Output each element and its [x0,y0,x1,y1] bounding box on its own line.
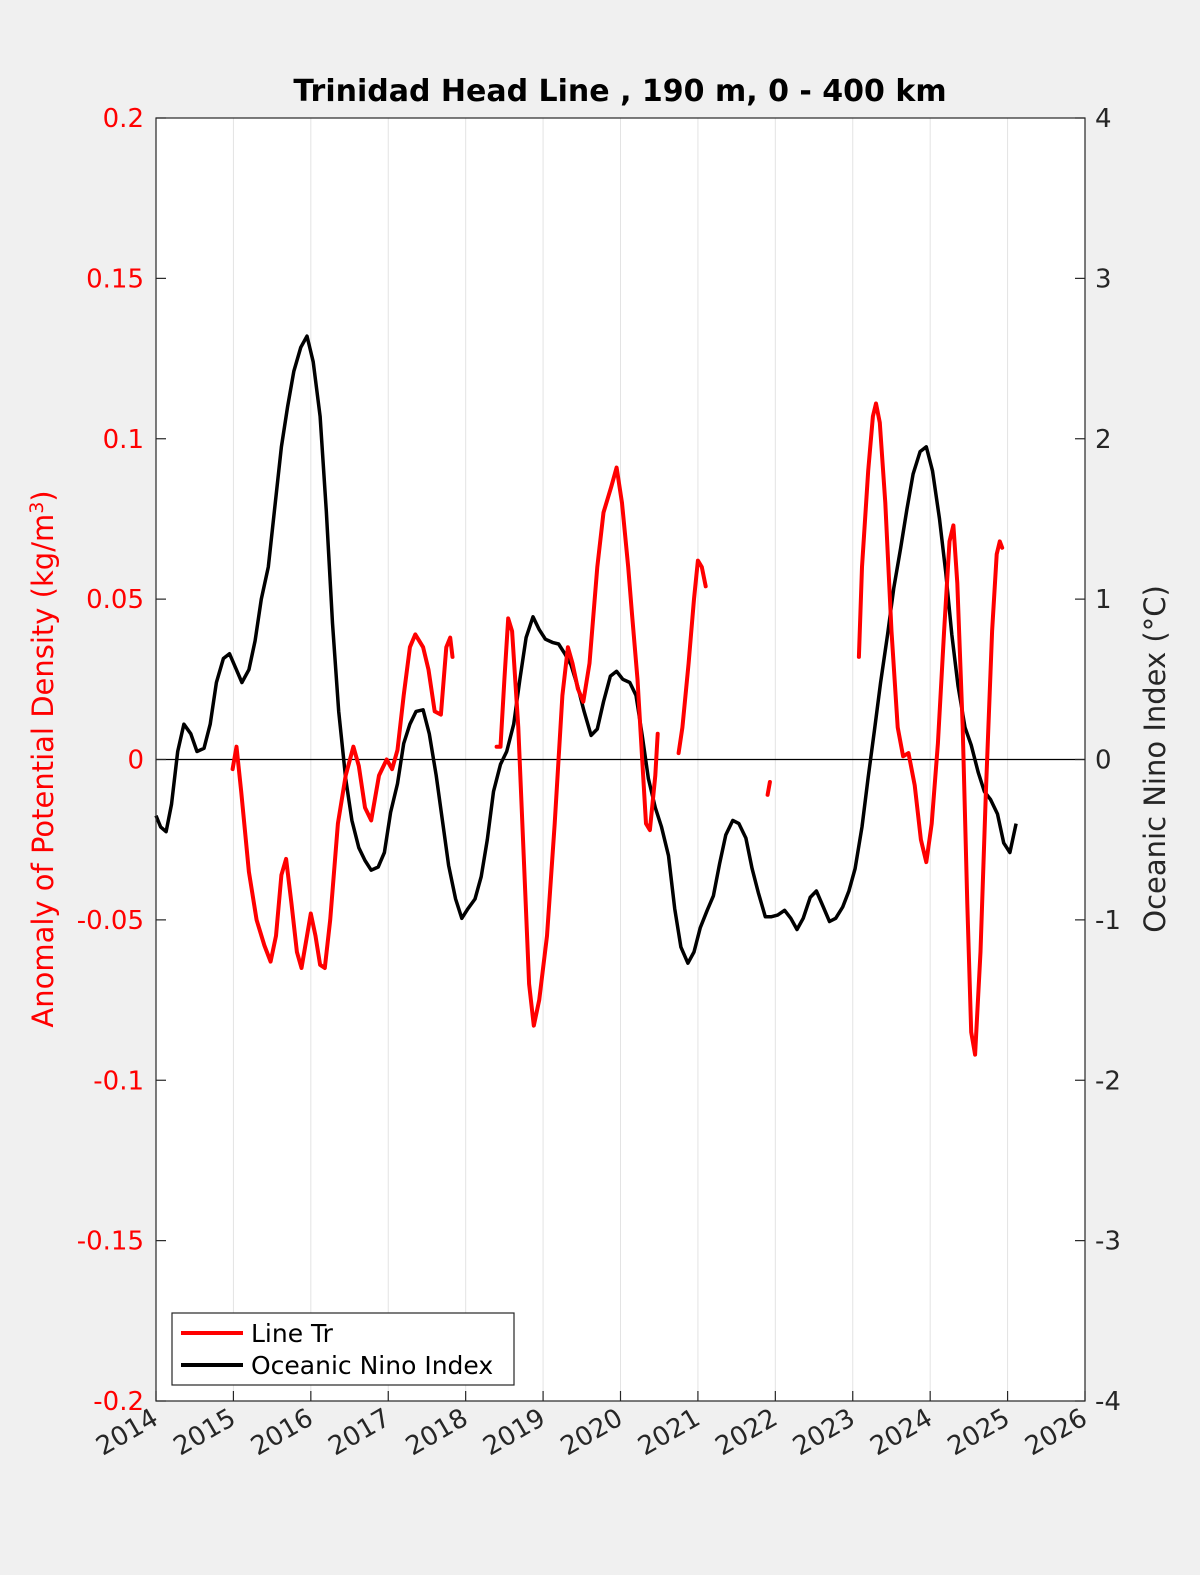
y-left-tick-label--0.1: -0.1 [93,1066,144,1096]
y-axis-label-left-text: Anomaly of Potential Density (kg/m [26,514,60,1028]
series-line-tr-segment-3 [765,780,772,797]
y-right-tick-label-3: 3 [1095,264,1112,294]
legend-label-oni: Oceanic Nino Index [251,1351,493,1380]
y-right-tick-label--2: -2 [1095,1066,1121,1096]
legend: Line Tr Oceanic Nino Index [171,1312,515,1386]
y-axis-label-left-superscript: 3 [26,502,48,514]
y-left-tick-label-0: 0 [127,746,144,776]
y-left-tick-label--0.2: -0.2 [93,1387,144,1417]
series-line-tr-segment-2 [676,558,708,756]
y-right-tick-label-2: 2 [1095,425,1112,455]
y-left-tick-label-0.2: 0.2 [103,104,144,134]
series-line-tr-segment-0 [230,632,455,970]
y-axis-label-left: Anomaly of Potential Density (kg/m3) [26,490,60,1027]
series-layer [154,334,1018,1057]
y-left-tick-label-0.1: 0.1 [103,425,144,455]
legend-box [171,1312,515,1386]
legend-label-line-tr: Line Tr [251,1319,334,1348]
y-left-tick-label--0.05: -0.05 [77,906,144,936]
chart-title: Trinidad Head Line , 190 m, 0 - 400 km [293,74,946,109]
y-left-tick-label-0.05: 0.05 [86,585,144,615]
y-right-tick-label-4: 4 [1095,104,1112,134]
y-right-tick-label-0: 0 [1095,746,1112,776]
series-oceanic-nino-index-line [154,334,1018,965]
y-axis-label-right: Oceanic Nino Index (°C) [1138,585,1172,933]
y-right-tick-label--4: -4 [1095,1387,1121,1417]
y-right-tick-label--1: -1 [1095,906,1121,936]
y-left-tick-label--0.15: -0.15 [77,1227,144,1257]
y-right-tick-label-1: 1 [1095,585,1112,615]
y-right-tick-label--3: -3 [1095,1227,1121,1257]
y-left-tick-label-0.15: 0.15 [86,264,144,294]
series-line-tr-segment-4 [856,401,1005,1057]
y-axis-label-left-close: ) [26,490,60,501]
series-line-tr-segment-1 [494,465,660,1028]
